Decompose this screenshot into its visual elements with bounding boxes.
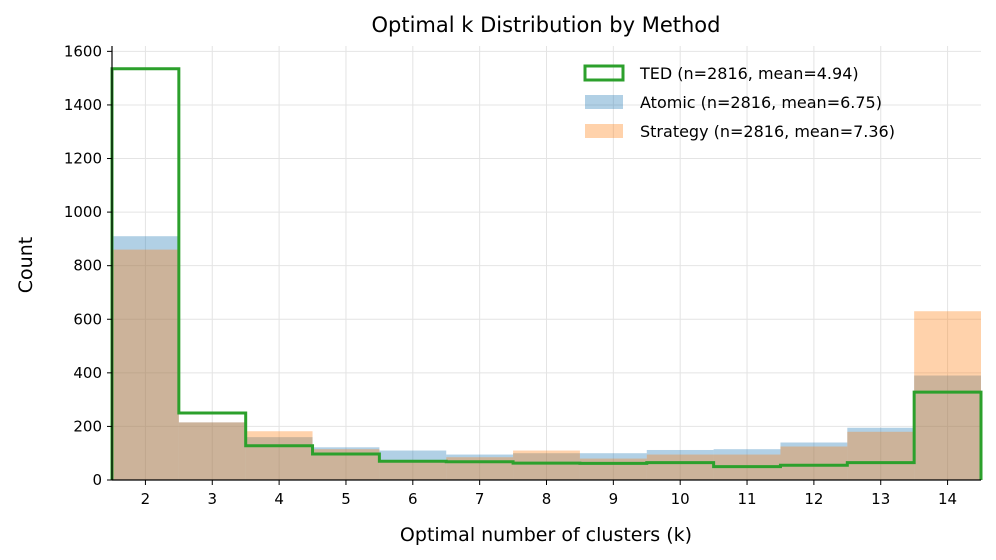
x-tick-label-10: 10 <box>671 490 690 508</box>
x-tick-label-7: 7 <box>475 490 485 508</box>
legend-swatch-ted <box>583 64 625 82</box>
bar-atomic-k12 <box>780 442 848 480</box>
bar-strategy-k9 <box>579 458 647 480</box>
axes <box>107 46 981 485</box>
y-tick-label-1200: 1200 <box>64 150 102 168</box>
bar-strategy-k4 <box>245 431 313 480</box>
y-tick-label-400: 400 <box>73 364 102 382</box>
bar-atomic-k2 <box>112 236 179 480</box>
chart-title: Optimal k Distribution by Method <box>372 13 721 37</box>
legend-swatch-atomic <box>585 95 623 109</box>
bar-strategy-k6 <box>379 460 447 480</box>
x-tick-label-4: 4 <box>274 490 284 508</box>
bar-atomic-k3 <box>178 422 246 480</box>
x-tick-label-8: 8 <box>542 490 552 508</box>
x-tick-label-6: 6 <box>408 490 418 508</box>
y-tick-label-600: 600 <box>73 310 102 328</box>
x-tick-label-2: 2 <box>141 490 151 508</box>
y-axis-label: Count <box>15 237 37 293</box>
x-tick-label-13: 13 <box>871 490 890 508</box>
y-tick-label-1400: 1400 <box>64 96 102 114</box>
bar-strategy-k10 <box>646 454 714 480</box>
x-tick-label-3: 3 <box>207 490 217 508</box>
bar-strategy-k14 <box>914 311 981 480</box>
step-layer <box>110 67 983 480</box>
bar-strategy-k2 <box>112 249 179 480</box>
bar-atomic-k13 <box>847 427 915 480</box>
step-line-ted <box>110 67 983 480</box>
tick-labels: 2 3 4 5 6 7 8 9 10 11 12 13 14 0 200 400 600 800 1000 1200 1… <box>64 42 957 508</box>
x-tick-label-14: 14 <box>938 490 957 508</box>
bar-atomic-k6 <box>379 450 447 480</box>
y-tick-label-200: 200 <box>73 417 102 435</box>
bar-atomic-k11 <box>713 449 781 480</box>
bar-strategy-k12 <box>780 446 848 480</box>
bar-atomic-k8 <box>513 453 580 480</box>
y-tick-label-0: 0 <box>92 471 102 489</box>
legend-swatch-strategy <box>585 124 623 138</box>
bar-atomic-k10 <box>646 449 714 480</box>
x-tick-label-9: 9 <box>609 490 619 508</box>
y-tick-label-1600: 1600 <box>64 42 102 60</box>
x-tick-label-11: 11 <box>737 490 756 508</box>
bar-strategy-k13 <box>847 431 915 480</box>
x-axis-label: Optimal number of clusters (k) <box>400 524 692 546</box>
legend: TED (n=2816, mean=4.94) Atomic (n=2816, m… <box>583 64 895 141</box>
x-tick-label-12: 12 <box>804 490 823 508</box>
bar-atomic-k7 <box>446 454 514 480</box>
legend-label-ted: TED (n=2816, mean=4.94) <box>639 64 859 83</box>
y-tick-label-800: 800 <box>73 257 102 275</box>
bar-strategy-k8 <box>513 450 580 480</box>
legend-label-strategy: Strategy (n=2816, mean=7.36) <box>640 122 895 141</box>
bar-atomic-k9 <box>579 453 647 480</box>
y-tick-label-1000: 1000 <box>64 203 102 221</box>
x-tick-label-5: 5 <box>341 490 351 508</box>
bar-strategy-k3 <box>178 422 246 480</box>
legend-label-atomic: Atomic (n=2816, mean=6.75) <box>640 93 882 112</box>
